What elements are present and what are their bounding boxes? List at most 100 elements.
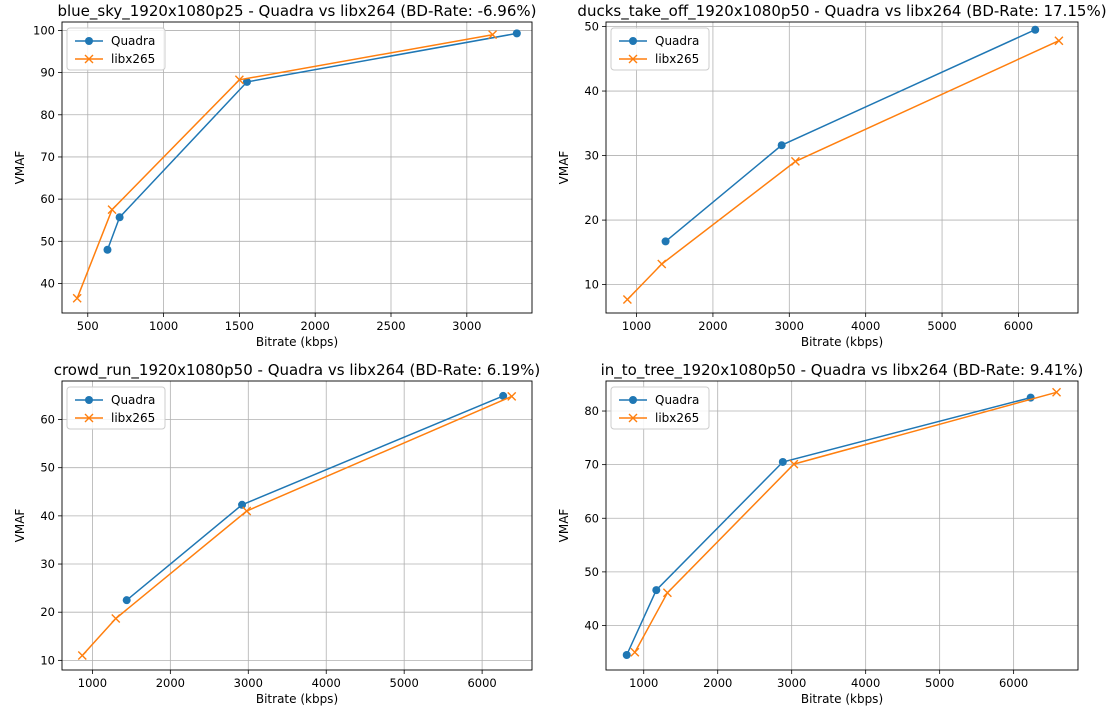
plot-frame xyxy=(605,21,1079,314)
y-tick-label: 60 xyxy=(40,413,55,427)
y-tick-label: 70 xyxy=(40,150,55,164)
chart-panel-3: 1000 2000 3000 4000 5000 6000 10 20 30 40 50 60 crow… xyxy=(13,361,540,706)
legend-marker-circle xyxy=(629,37,637,45)
y-tick-label: 50 xyxy=(40,461,55,475)
legend-marker-circle xyxy=(85,396,93,404)
x-tick-label: 1500 xyxy=(225,319,254,333)
legend-label: Quadra xyxy=(655,34,699,48)
data-point-quadra xyxy=(122,596,131,605)
series-line-libx265 xyxy=(626,40,1060,301)
x-tick-label: 2000 xyxy=(156,676,185,690)
series-line-quadra xyxy=(126,395,504,601)
data-point-libx265 xyxy=(507,391,517,401)
y-tick-label: 10 xyxy=(584,278,599,292)
x-tick-label: 6000 xyxy=(467,676,496,690)
x-tick-label: 1000 xyxy=(622,319,651,333)
x-tick-label: 2000 xyxy=(698,319,727,333)
legend-marker-x xyxy=(628,54,638,64)
chart-panel-2: 1000 2000 3000 4000 5000 6000 10 20 30 40 50ducks_… xyxy=(557,2,1107,349)
legend-label: libx265 xyxy=(655,52,699,66)
data-point-libx265 xyxy=(622,294,632,304)
data-point-libx265 xyxy=(234,75,244,85)
y-tick-label: 60 xyxy=(40,192,55,206)
x-tick-label: 500 xyxy=(77,319,99,333)
data-point-quadra xyxy=(778,457,787,466)
data-point-quadra xyxy=(1031,25,1040,34)
data-point-libx265 xyxy=(789,459,799,469)
chart-title: blue_sky_1920x1080p25 - Quadra vs libx26… xyxy=(57,2,536,21)
legend: Quadra libx265 xyxy=(66,386,166,430)
x-tick-label: 3000 xyxy=(452,319,481,333)
data-point-quadra xyxy=(238,500,247,509)
plot-frame xyxy=(605,380,1079,671)
x-tick-label: 6000 xyxy=(999,676,1028,690)
plot-frame xyxy=(61,380,533,671)
x-tick-label: 3000 xyxy=(234,676,263,690)
chart-title: ducks_take_off_1920x1080p50 - Quadra vs … xyxy=(577,2,1106,21)
legend: Quadra libx265 xyxy=(66,27,166,71)
x-tick-label: 2000 xyxy=(703,676,732,690)
y-tick-label: 10 xyxy=(40,653,55,667)
legend-label: Quadra xyxy=(655,393,699,407)
y-tick-label: 30 xyxy=(40,557,55,571)
data-point-libx265 xyxy=(242,506,252,516)
x-tick-label: 4000 xyxy=(851,319,880,333)
data-point-quadra xyxy=(115,213,124,222)
x-tick-label: 5000 xyxy=(927,319,956,333)
data-point-quadra xyxy=(652,586,661,595)
y-axis-label: VMAF xyxy=(557,509,571,543)
data-point-libx265 xyxy=(77,651,87,661)
y-axis-label: VMAF xyxy=(13,509,27,543)
data-point-quadra xyxy=(777,141,786,150)
series-line-libx265 xyxy=(634,391,1057,653)
data-point-quadra xyxy=(499,391,508,400)
legend-label: libx265 xyxy=(111,411,155,425)
data-point-libx265 xyxy=(630,647,640,657)
chart-title: in_to_tree_1920x1080p50 - Quadra vs libx… xyxy=(601,361,1084,380)
chart-panel-1: 500 1000 1500 2000 2500 3000 40 50 60 70 80 90 100bl… xyxy=(13,2,537,349)
legend-label: libx265 xyxy=(111,52,155,66)
data-point-libx265 xyxy=(662,588,672,598)
x-tick-label: 2500 xyxy=(376,319,405,333)
y-tick-label: 50 xyxy=(584,20,599,34)
y-tick-label: 40 xyxy=(584,84,599,98)
legend-marker-x xyxy=(84,413,94,423)
legend-marker-x xyxy=(84,54,94,64)
data-point-quadra xyxy=(661,237,670,246)
chart-title: crowd_run_1920x1080p50 - Quadra vs libx2… xyxy=(54,361,541,380)
y-tick-label: 40 xyxy=(40,276,55,290)
y-tick-label: 20 xyxy=(40,605,55,619)
x-tick-label: 6000 xyxy=(1004,319,1033,333)
legend-label: libx265 xyxy=(655,411,699,425)
x-tick-label: 5000 xyxy=(925,676,954,690)
data-point-libx265 xyxy=(488,30,498,40)
x-tick-label: 2000 xyxy=(301,319,330,333)
y-tick-label: 30 xyxy=(584,149,599,163)
series-line-quadra xyxy=(106,32,517,250)
series-line-quadra xyxy=(626,396,1031,656)
series-line-libx265 xyxy=(81,395,512,657)
legend-marker-circle xyxy=(629,396,637,404)
legend-marker-x xyxy=(628,413,638,423)
x-tick-label: 1000 xyxy=(149,319,178,333)
legend-label: Quadra xyxy=(111,34,155,48)
x-axis-label: Bitrate (kbps) xyxy=(801,335,883,349)
data-point-libx265 xyxy=(790,156,800,166)
series-line-libx265 xyxy=(76,33,493,299)
data-point-libx265 xyxy=(107,205,117,215)
x-axis-label: Bitrate (kbps) xyxy=(256,335,338,349)
y-tick-label: 80 xyxy=(40,108,55,122)
legend: Quadra libx265 xyxy=(610,386,710,430)
y-tick-label: 80 xyxy=(584,404,599,418)
data-point-libx265 xyxy=(657,259,667,269)
y-tick-label: 40 xyxy=(584,618,599,632)
y-tick-label: 90 xyxy=(40,66,55,80)
chart-panel-4: 1000 2000 3000 4000 5000 6000 40 50 60 70 80 in_to_… xyxy=(557,361,1083,706)
data-point-libx265 xyxy=(111,613,121,623)
x-tick-label: 3000 xyxy=(775,319,804,333)
legend: Quadra libx265 xyxy=(610,27,710,71)
data-point-libx265 xyxy=(1054,36,1064,46)
y-tick-label: 100 xyxy=(33,23,55,37)
plot-frame xyxy=(61,21,533,314)
